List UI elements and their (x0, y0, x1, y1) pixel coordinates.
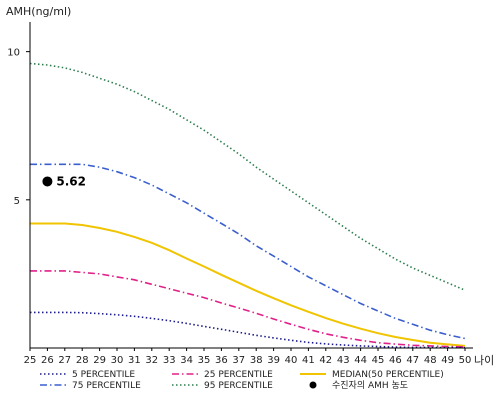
x-tick-label: 47 (406, 355, 419, 366)
x-tick-label: 27 (58, 355, 71, 366)
x-tick-label: 50 (459, 355, 472, 366)
x-tick-label: 25 (24, 355, 37, 366)
legend-label-95-percentile: 95 PERCENTILE (204, 381, 273, 391)
x-axis-title: 나이 (474, 354, 494, 367)
y-tick-label: 10 (7, 48, 20, 59)
legend-label-median-50-percentile: MEDIAN(50 PERCENTILE) (332, 370, 444, 380)
legend-label-75-percentile: 75 PERCENTILE (72, 381, 141, 391)
x-tick-label: 43 (337, 355, 350, 366)
x-tick-label: 26 (41, 355, 54, 366)
series-line-25-percentile (30, 270, 466, 348)
x-tick-label: 38 (250, 355, 263, 366)
x-tick-label: 29 (93, 355, 106, 366)
x-tick-label: 45 (372, 355, 385, 366)
x-tick-label: 49 (441, 355, 454, 366)
x-tick-label: 30 (111, 355, 124, 366)
series-line-median-50-percentile (30, 222, 466, 347)
x-tick-label: 37 (232, 355, 245, 366)
x-tick-label: 42 (319, 355, 332, 366)
patient-amh-value-label: 5.62 (56, 174, 86, 188)
x-tick-label: 32 (145, 355, 158, 366)
legend-label-25-percentile: 25 PERCENTILE (204, 370, 273, 380)
x-tick-label: 31 (128, 355, 141, 366)
x-tick-label: 40 (285, 355, 298, 366)
series-line-95-percentile (29, 62, 466, 291)
series-line-75-percentile (30, 163, 466, 340)
y-axis-title: AMH(ng/ml) (6, 5, 71, 18)
x-tick-label: 48 (424, 355, 437, 366)
x-tick-label: 33 (163, 355, 176, 366)
x-tick-label: 35 (198, 355, 211, 366)
x-tick-label: 41 (302, 355, 315, 366)
x-tick-label: 39 (267, 355, 280, 366)
x-tick-label: 44 (354, 355, 367, 366)
x-tick-label: 28 (76, 355, 89, 366)
series-line-5-percentile (30, 311, 465, 349)
patient-amh-point (42, 176, 53, 187)
legend-label-5-percentile: 5 PERCENTILE (72, 370, 135, 380)
y-tick-label: 5 (14, 196, 20, 207)
legend-marker-patient-amh (309, 381, 317, 389)
legend-label-amh: 수진자의 AMH 농도 (332, 380, 408, 391)
x-tick-label: 46 (389, 355, 402, 366)
x-tick-label: 34 (180, 355, 193, 366)
x-tick-label: 36 (215, 355, 228, 366)
